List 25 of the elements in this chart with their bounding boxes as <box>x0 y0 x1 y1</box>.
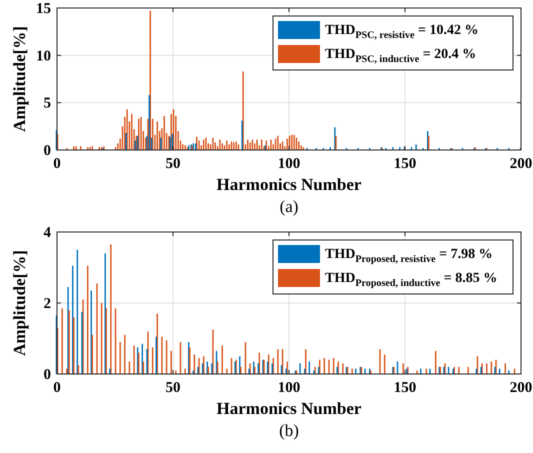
x-tick-label: 50 <box>166 156 180 172</box>
x-tick-label: 150 <box>394 380 416 396</box>
x-axis-title: Harmonics Number <box>216 399 362 418</box>
x-tick-label: 200 <box>510 380 532 396</box>
y-tick-label: 0 <box>44 367 51 383</box>
y-tick-label: 2 <box>44 296 51 312</box>
y-tick-label: 5 <box>44 96 51 112</box>
legend-label: THD$_{PSC, inductive}$ = 20.4 % <box>325 47 476 64</box>
x-tick-label: 100 <box>278 380 300 396</box>
x-tick-label: 200 <box>510 156 532 172</box>
legend-label: THD$_{Proposed, inductive}$ = 8.85 % <box>325 271 498 288</box>
x-tick-label: 150 <box>394 156 416 172</box>
y-axis-title: Amplitude[%] <box>10 250 29 356</box>
text: (a) <box>280 197 298 216</box>
y-axis-title: Amplitude[%] <box>10 26 29 132</box>
y-tick-label: 10 <box>36 48 51 64</box>
legend-label: THD$_{Proposed, resistive}$ = 7.98 % <box>325 247 493 264</box>
x-axis-title: Harmonics Number <box>216 175 362 194</box>
y-tick-label: 4 <box>44 225 52 241</box>
legend-label: THD$_{PSC, resistive}$ = 10.42 % <box>325 23 478 40</box>
y-tick-label: 15 <box>36 1 51 17</box>
x-tick-label: 100 <box>278 156 300 172</box>
y-tick-label: 0 <box>44 143 51 159</box>
text: (b) <box>279 421 299 440</box>
x-tick-label: 50 <box>166 380 180 396</box>
